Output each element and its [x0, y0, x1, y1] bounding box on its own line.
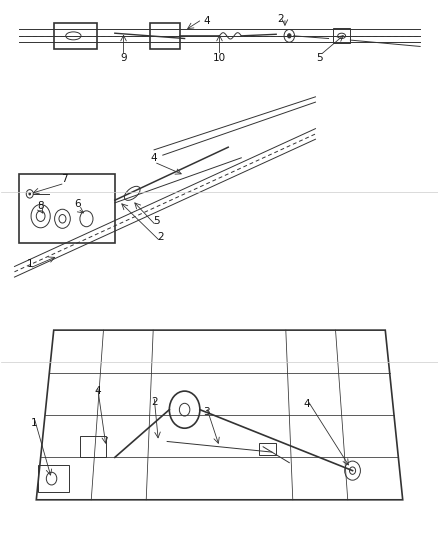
Text: 3: 3: [203, 407, 209, 417]
Text: 5: 5: [152, 216, 159, 227]
Text: 4: 4: [150, 153, 157, 163]
Text: 1: 1: [31, 418, 37, 428]
Circle shape: [28, 192, 31, 196]
Text: 7: 7: [61, 174, 68, 184]
Text: 4: 4: [94, 386, 100, 396]
Text: 2: 2: [277, 14, 283, 25]
Text: 4: 4: [203, 16, 209, 26]
Text: 1: 1: [26, 259, 33, 269]
Text: 9: 9: [120, 53, 127, 63]
Text: 5: 5: [316, 53, 322, 63]
Text: 4: 4: [303, 399, 309, 409]
Text: 10: 10: [212, 53, 226, 63]
Text: 2: 2: [157, 232, 163, 243]
Circle shape: [287, 34, 290, 38]
Text: 8: 8: [37, 200, 44, 211]
Text: 6: 6: [74, 199, 81, 209]
Text: 2: 2: [150, 397, 157, 407]
